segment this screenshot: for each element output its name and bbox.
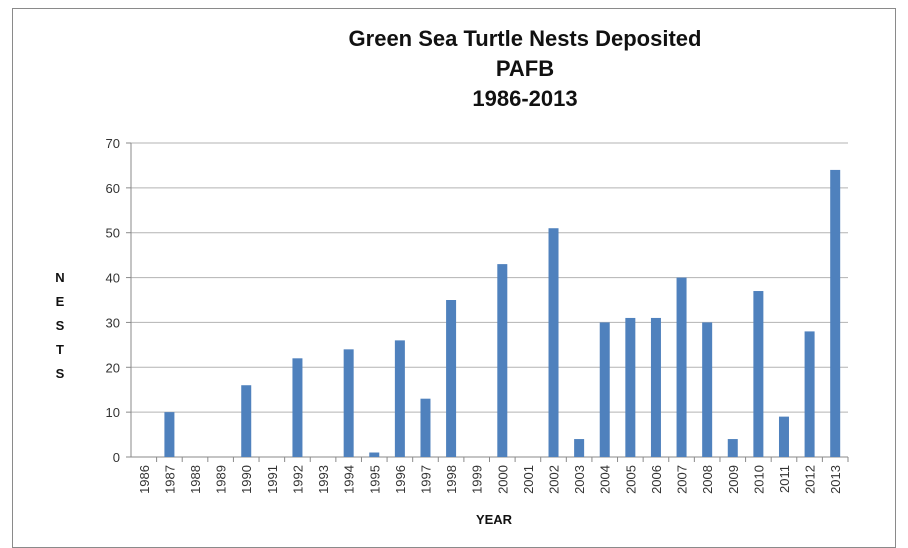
bar: [804, 331, 815, 457]
y-tick-label: 40: [106, 271, 120, 286]
y-axis-label-letter: T: [56, 342, 64, 357]
x-tick-label: 1992: [290, 465, 305, 494]
bar: [650, 317, 661, 457]
x-axis-label: YEAR: [475, 512, 513, 527]
x-tick-label: 2008: [700, 465, 715, 494]
y-axis-label-letter: E: [55, 294, 65, 309]
x-tick-label: 2011: [777, 465, 792, 493]
bar: [778, 416, 789, 457]
y-axis-label-letter: N: [55, 270, 65, 285]
y-axis-label-letter: S: [55, 318, 65, 333]
bar: [727, 439, 738, 457]
bar: [830, 169, 841, 457]
x-tick-label: 1995: [367, 465, 382, 494]
x-tick-label: 2000: [495, 465, 510, 494]
y-tick-label: 30: [106, 315, 120, 330]
y-tick-label: 60: [106, 181, 120, 196]
y-axis-label-letter: S: [55, 366, 65, 381]
x-tick-label: 2013: [828, 465, 843, 494]
chart-title-line-2: PAFB: [495, 56, 555, 81]
bar: [164, 412, 175, 457]
y-tick-label: 70: [106, 136, 120, 151]
x-tick-label: 1996: [393, 465, 408, 494]
x-tick-label: 2012: [803, 465, 818, 494]
y-tick-label: 20: [106, 360, 120, 375]
y-tick-label: 0: [113, 450, 120, 465]
x-tick-label: 1998: [444, 465, 459, 494]
x-tick-label: 2001: [521, 465, 536, 494]
chart-title-line-3: 1986-2013: [472, 86, 578, 111]
x-tick-label: 1993: [316, 465, 331, 494]
x-tick-label: 1997: [418, 465, 433, 494]
bar: [369, 452, 380, 457]
chart-title: Green Sea Turtle Nests Deposited PAFB 19…: [0, 24, 908, 114]
x-tick-label: 2009: [726, 465, 741, 494]
x-tick-label: 1987: [162, 465, 177, 494]
bar: [394, 340, 405, 457]
x-tick-label: 1986: [137, 465, 152, 494]
bar: [343, 349, 354, 457]
bar: [446, 300, 457, 457]
x-tick-label: 1990: [239, 465, 254, 494]
y-tick-label: 10: [106, 405, 120, 420]
x-tick-label: 2002: [547, 465, 562, 494]
x-tick-label: 2005: [623, 465, 638, 494]
x-tick-label: 1999: [470, 465, 485, 494]
x-tick-label: 2003: [572, 465, 587, 494]
x-tick-label: 2004: [598, 465, 613, 494]
bar: [676, 277, 687, 457]
x-tick-label: 2010: [751, 465, 766, 494]
bar: [574, 439, 585, 457]
bar: [753, 291, 764, 457]
bar: [599, 322, 610, 457]
y-tick-label: 50: [106, 226, 120, 241]
bar: [625, 317, 636, 457]
x-tick-label: 1989: [214, 465, 229, 494]
bar: [548, 228, 559, 457]
bar: [420, 398, 431, 457]
bar: [497, 264, 508, 457]
chart-title-line-1: Green Sea Turtle Nests Deposited: [348, 26, 702, 51]
x-tick-label: 2006: [649, 465, 664, 494]
x-tick-label: 1991: [265, 465, 280, 494]
bar: [292, 358, 303, 457]
bar: [241, 385, 252, 457]
x-tick-label: 1994: [342, 465, 357, 494]
x-tick-label: 2007: [675, 465, 690, 494]
bar: [702, 322, 713, 457]
x-tick-label: 1988: [188, 465, 203, 494]
